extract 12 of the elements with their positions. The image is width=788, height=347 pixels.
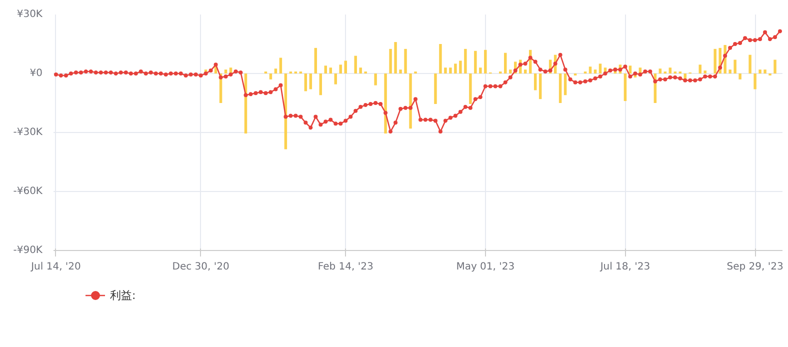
x-tick-label: Feb 14, '23 — [318, 262, 374, 272]
y-tick-label: -¥30K — [13, 127, 43, 138]
x-tick-label: Jul 18, '23 — [599, 262, 650, 272]
y-tick-label: -¥90K — [13, 245, 43, 256]
x-tick-label: May 01, '23 — [456, 262, 515, 272]
legend-label: 利益: — [110, 288, 136, 302]
x-tick-label: Jul 14, '20 — [30, 262, 81, 272]
y-tick-label: ¥30K — [16, 9, 43, 20]
x-tick-label: Dec 30, '20 — [172, 262, 230, 272]
y-tick-label: -¥60K — [13, 186, 43, 197]
x-tick-label: Sep 29, '23 — [726, 262, 784, 272]
y-tick-label: ¥0 — [30, 68, 43, 79]
